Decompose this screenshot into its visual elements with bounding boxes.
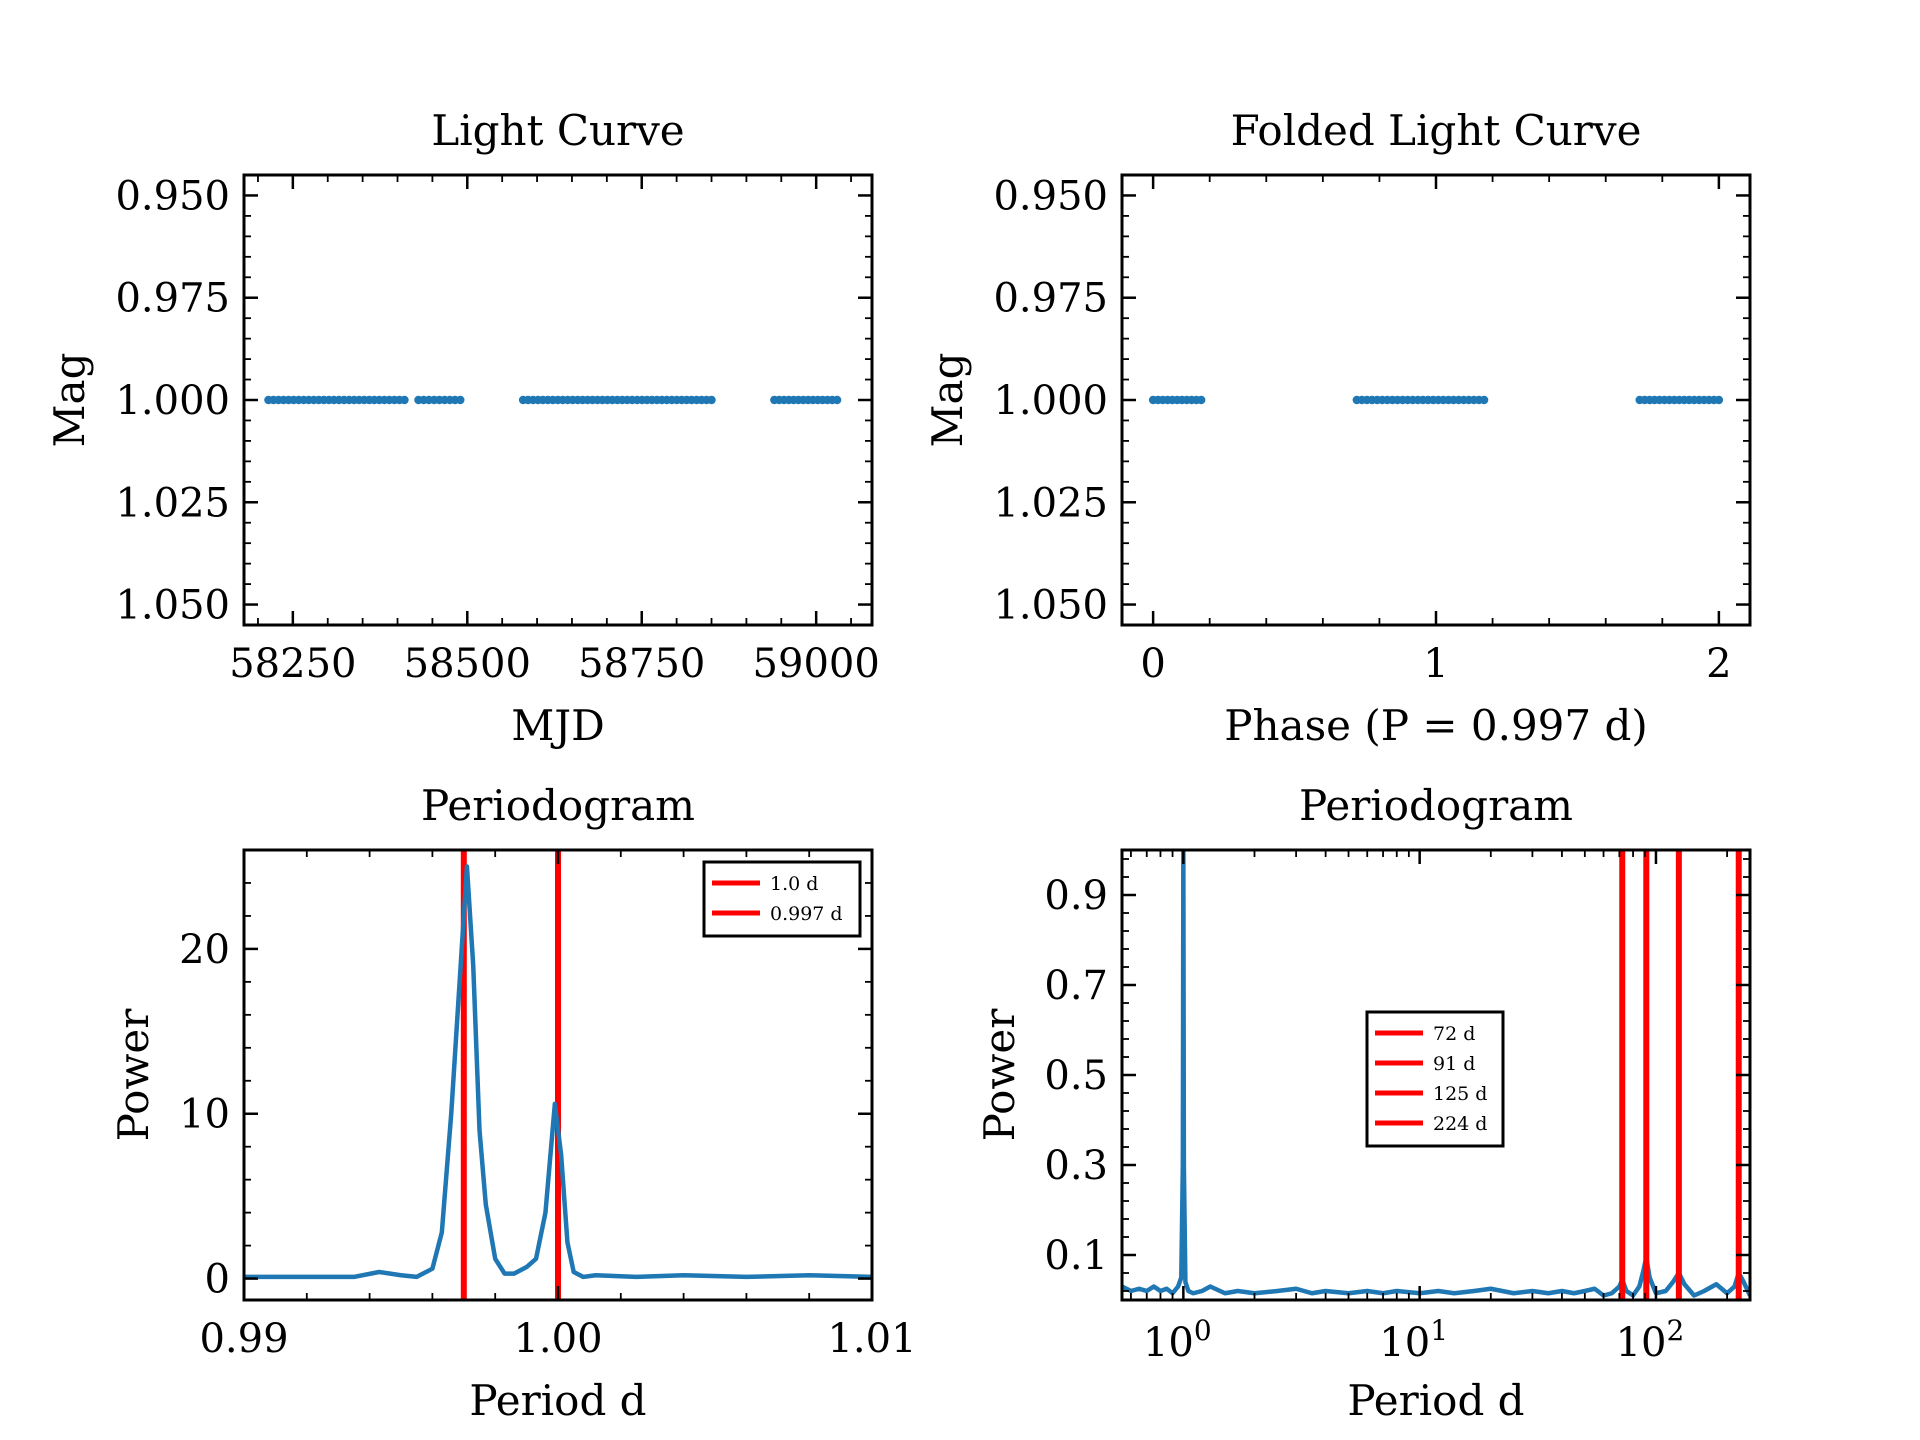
- y-axis-label: Mag: [45, 353, 94, 448]
- data-point: [1197, 395, 1206, 405]
- y-axis-label: Mag: [923, 353, 972, 448]
- ytick-label: 1.025: [993, 480, 1108, 526]
- xtick-label-base: 10: [1379, 1320, 1430, 1366]
- legend-entry-label: 91 d: [1433, 1053, 1475, 1075]
- chart-title: Periodogram: [421, 781, 695, 830]
- legend-box: [702, 860, 862, 938]
- xtick-label-exp: 1: [1430, 1314, 1448, 1347]
- chart-3: 0 10 20 0.99 1.00 1.01 Periodogram Period d Powe…: [109, 781, 917, 1425]
- legend-entry-label: 224 d: [1433, 1113, 1487, 1135]
- xtick-label: 2: [1706, 641, 1731, 687]
- legend-entry-label: 1.0 d: [770, 873, 818, 895]
- data-point: [400, 395, 409, 405]
- chart-title: Folded Light Curve: [1231, 106, 1642, 155]
- ytick-label: 1.050: [115, 583, 230, 629]
- legend-entry-label: 72 d: [1433, 1023, 1475, 1045]
- plot-area: [1122, 850, 1750, 1300]
- data-point: [1714, 395, 1724, 405]
- xtick-label: 59000: [753, 641, 880, 687]
- data-point: [1479, 395, 1489, 405]
- legend: 72 d 91 d 125 d 224 d: [1365, 1010, 1505, 1148]
- ytick-label: 0.950: [993, 173, 1108, 219]
- xtick-label-base: 10: [1143, 1320, 1194, 1366]
- axes-frame: [1120, 173, 1752, 627]
- xtick-label: 58500: [404, 641, 531, 687]
- plot-area: [1148, 395, 1724, 405]
- legend: 1.0 d 0.997 d: [702, 860, 862, 938]
- xtick-label: 58250: [229, 641, 356, 687]
- ytick-label: 1.000: [115, 378, 230, 424]
- ytick-label: 0.975: [115, 276, 230, 322]
- ytick-label: 0.1: [1044, 1233, 1108, 1279]
- legend-entry-label: 0.997 d: [770, 903, 843, 925]
- xtick-label: 0.99: [199, 1316, 288, 1362]
- x-axis-label: Phase (P = 0.997 d): [1224, 701, 1648, 750]
- xtick-label: 100: [1143, 1314, 1212, 1366]
- data-point: [456, 395, 465, 405]
- ytick-label: 0.7: [1044, 963, 1108, 1009]
- legend-entry-label: 125 d: [1433, 1083, 1487, 1105]
- ytick-label: 0.950: [115, 173, 230, 219]
- chart-2: 0.950 0.975 1.000 1.025 1.050 0 1 2 Folded Light…: [923, 106, 1752, 750]
- series-line: [1122, 850, 1750, 1298]
- x-axis-label: Period d: [1347, 1376, 1524, 1425]
- data-point: [707, 395, 716, 405]
- ytick-label: 0.5: [1044, 1053, 1108, 1099]
- axes-frame: [242, 848, 874, 1302]
- y-axis-label: Power: [975, 1008, 1024, 1142]
- chart-title: Periodogram: [1299, 781, 1573, 830]
- xtick-label: 0: [1140, 641, 1165, 687]
- x-axis-label: MJD: [511, 701, 605, 750]
- data-point: [832, 395, 842, 405]
- ytick-label: 20: [179, 927, 230, 973]
- x-axis-label: Period d: [469, 1376, 646, 1425]
- plot-area: [264, 395, 842, 405]
- series-line: [244, 864, 872, 1280]
- ytick-label: 1.025: [115, 480, 230, 526]
- plot-area: [244, 850, 872, 1300]
- chart-title: Light Curve: [431, 106, 684, 155]
- chart-1: 0.950 0.975 1.000 1.025 1.050 58250 58500 58750…: [45, 106, 880, 750]
- xtick-label: 1: [1423, 641, 1448, 687]
- ytick-label: 0.975: [993, 276, 1108, 322]
- xtick-label: 58750: [578, 641, 705, 687]
- ytick-label: 0: [205, 1257, 230, 1303]
- xtick-label-exp: 0: [1194, 1314, 1212, 1347]
- ytick-label: 1.050: [993, 583, 1108, 629]
- xtick-label: 101: [1379, 1314, 1448, 1366]
- xtick-label-exp: 2: [1667, 1314, 1685, 1347]
- ytick-label: 1.000: [993, 378, 1108, 424]
- xtick-label: 1.01: [827, 1316, 916, 1362]
- ytick-label: 0.3: [1044, 1143, 1108, 1189]
- axes-frame: [242, 173, 874, 627]
- axes-frame: [1120, 848, 1752, 1302]
- ytick-label: 0.9: [1044, 873, 1108, 919]
- xtick-label: 1.00: [513, 1316, 602, 1362]
- ytick-label: 10: [179, 1092, 230, 1138]
- xtick-label: 102: [1616, 1314, 1685, 1366]
- y-axis-label: Power: [109, 1008, 158, 1142]
- xtick-label-base: 10: [1616, 1320, 1667, 1366]
